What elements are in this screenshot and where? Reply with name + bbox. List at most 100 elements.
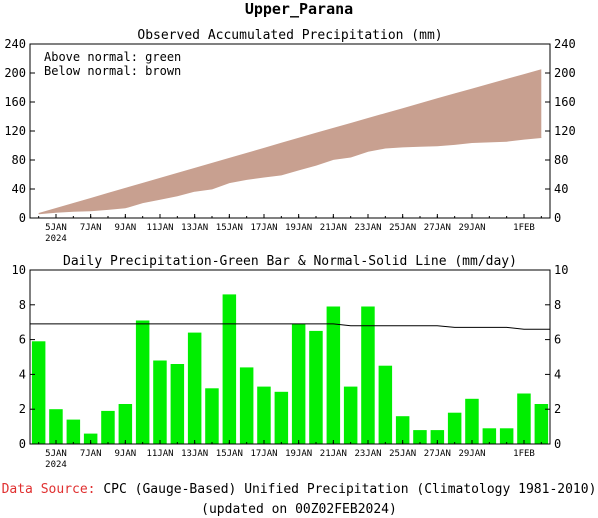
daily-precip-bar [517, 393, 531, 444]
daily-precip-bar [170, 364, 185, 444]
y-tick-label-left: 2 [19, 402, 26, 416]
data-source-label: Data Source: [1, 482, 96, 497]
y-tick-label-right: 160 [554, 95, 576, 109]
legend-above-normal: Above normal: green [44, 50, 182, 64]
daily-precip-bar [499, 428, 514, 444]
normal-line [30, 323, 550, 330]
x-tick-label: 11JAN [146, 449, 173, 459]
x-tick-label: 17JAN [250, 449, 277, 459]
x-tick-label: 7JAN [80, 223, 102, 233]
x-tick-label: 27JAN [424, 223, 451, 233]
x-tick-label: 27JAN [424, 449, 451, 459]
x-tick-label: 17JAN [250, 223, 277, 233]
y-tick-label-left: 6 [19, 333, 26, 347]
x-year-label: 2024 [45, 234, 67, 244]
x-tick-label: 25JAN [389, 223, 416, 233]
daily-precip-bar [447, 412, 462, 444]
x-tick-label: 1FEB [513, 449, 535, 459]
x-tick-label: 15JAN [216, 223, 243, 233]
daily-precip-bar [153, 360, 167, 444]
daily-precip-bar [430, 430, 445, 444]
page-title: Upper_Parana [244, 0, 354, 18]
observed-accum-line [38, 137, 542, 215]
daily-chart-title: Daily Precipitation-Green Bar & Normal-S… [63, 254, 517, 269]
daily-precip-bar [395, 416, 410, 444]
daily-precip-bar [465, 398, 479, 444]
daily-precip-bar [343, 386, 358, 444]
daily-precip-bar [31, 341, 46, 444]
daily-precip-bar [257, 386, 271, 444]
daily-precip-bar [274, 391, 289, 444]
y-tick-label-right: 80 [554, 153, 568, 167]
below-normal-area [38, 69, 542, 214]
y-tick-label-right: 8 [554, 298, 561, 312]
data-source-line: Data Source: CPC (Gauge-Based) Unified P… [0, 482, 598, 497]
x-tick-label: 29JAN [458, 449, 485, 459]
y-tick-label-left: 0 [19, 437, 26, 451]
y-tick-label-left: 40 [12, 182, 26, 196]
y-tick-label-left: 120 [4, 124, 26, 138]
y-tick-label-left: 10 [12, 263, 26, 277]
daily-precip-bar [66, 419, 81, 444]
daily-precip-bar [413, 430, 427, 444]
y-tick-label-right: 200 [554, 66, 576, 80]
daily-precip-bar [534, 404, 549, 444]
daily-precip-bar [309, 330, 323, 444]
x-tick-label: 25JAN [389, 449, 416, 459]
data-source-text: CPC (Gauge-Based) Unified Precipitation … [95, 482, 597, 497]
y-tick-label-right: 6 [554, 333, 561, 347]
daily-precip-bar [205, 388, 219, 444]
legend-below-normal: Below normal: brown [44, 64, 182, 78]
daily-precip-bar [291, 323, 306, 444]
x-year-label: 2024 [45, 460, 67, 470]
y-tick-label-left: 4 [19, 367, 26, 381]
x-tick-label: 19JAN [285, 223, 312, 233]
x-tick-label: 9JAN [114, 449, 136, 459]
accumulated-precip-chart: 0 0 40 40 80 80 120 120 160 160 200 200 240 240 5JAN 7J… [4, 37, 575, 244]
y-tick-label-left: 200 [4, 66, 26, 80]
x-tick-label: 1FEB [513, 223, 535, 233]
daily-precip-bar [101, 410, 115, 444]
y-tick-label-left: 0 [19, 211, 26, 225]
y-tick-label-right: 40 [554, 182, 568, 196]
y-tick-label-right: 0 [554, 211, 561, 225]
plot-frame [29, 269, 551, 445]
y-tick-label-left: 160 [4, 95, 26, 109]
daily-precip-bar [326, 306, 341, 444]
daily-precip-bar [49, 409, 63, 444]
daily-precip-bar [187, 332, 202, 444]
daily-precip-bar [118, 404, 133, 444]
y-tick-label-right: 120 [554, 124, 576, 138]
y-tick-label-right: 240 [554, 37, 576, 51]
y-tick-label-right: 0 [554, 437, 561, 451]
daily-precip-bar [482, 428, 497, 444]
x-tick-label: 15JAN [216, 449, 243, 459]
daily-precip-bar [239, 367, 254, 444]
daily-precip-bar [361, 306, 375, 444]
y-tick-label-right: 10 [554, 263, 568, 277]
updated-text: (updated on 00Z02FEB2024) [201, 502, 397, 517]
accumulated-chart-title: Observed Accumulated Precipitation (mm) [137, 28, 443, 43]
x-tick-label: 11JAN [146, 223, 173, 233]
x-tick-label: 23JAN [354, 223, 381, 233]
x-tick-label: 13JAN [181, 223, 208, 233]
y-tick-label-right: 2 [554, 402, 561, 416]
x-tick-label: 5JAN [45, 449, 67, 459]
x-tick-label: 29JAN [458, 223, 485, 233]
x-tick-label: 13JAN [181, 449, 208, 459]
y-tick-label-right: 4 [554, 367, 561, 381]
x-tick-label: 19JAN [285, 449, 312, 459]
x-tick-label: 5JAN [45, 223, 67, 233]
y-tick-label-left: 8 [19, 298, 26, 312]
y-tick-label-left: 240 [4, 37, 26, 51]
x-tick-label: 21JAN [320, 449, 347, 459]
x-tick-label: 21JAN [320, 223, 347, 233]
daily-precip-chart: 0 0 2 2 4 4 6 6 8 8 10 10 5JAN 7JAN 9JAN 11JAN 13JAN 15JA… [12, 263, 569, 470]
daily-precip-bar [83, 433, 98, 444]
daily-precip-bar [222, 294, 237, 444]
daily-precip-bar [378, 365, 393, 444]
x-tick-label: 9JAN [114, 223, 136, 233]
daily-precip-bar [135, 320, 150, 444]
x-tick-label: 7JAN [80, 449, 102, 459]
